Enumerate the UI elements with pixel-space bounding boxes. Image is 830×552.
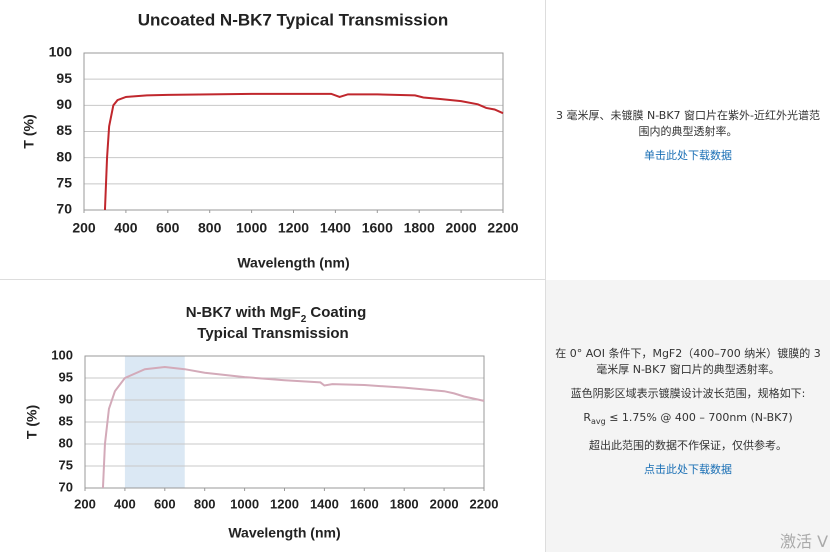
- x-tick-label: 2200: [487, 220, 518, 236]
- y-tick-label: 75: [59, 457, 73, 472]
- download-link[interactable]: 单击此处下载数据: [644, 149, 732, 162]
- y-tick-label: 70: [56, 201, 72, 217]
- y-axis-label: T (%): [21, 114, 37, 148]
- y-tick-label: 90: [59, 391, 73, 406]
- description: 3 毫米厚、未镀膜 N-BK7 窗口片在紫外-近红外光谱范围内的典型透射率。 单…: [546, 108, 830, 164]
- description-text: 3 毫米厚、未镀膜 N-BK7 窗口片在紫外-近红外光谱范围内的典型透射率。: [555, 109, 821, 138]
- y-tick-label: 85: [59, 413, 73, 428]
- y-tick-label: 95: [59, 369, 73, 384]
- x-tick-label: 1400: [310, 496, 339, 511]
- x-tick-label: 800: [198, 220, 222, 236]
- x-axis-label: Wavelength (nm): [237, 255, 349, 271]
- y-tick-label: 100: [51, 347, 73, 362]
- title-text: N-BK7 with MgF: [186, 304, 301, 321]
- x-tick-label: 1200: [278, 220, 309, 236]
- y-tick-label: 80: [59, 435, 73, 450]
- x-axis-label: Wavelength (nm): [228, 525, 340, 541]
- charts: Uncoated N-BK7 Typical Transmission N-BK…: [0, 0, 546, 552]
- title-text: Coating: [306, 304, 366, 321]
- chart-title: Typical Transmission: [197, 325, 348, 342]
- x-tick-label: 1200: [270, 496, 299, 511]
- x-tick-label: 2000: [446, 220, 477, 236]
- y-tick-label: 85: [56, 122, 72, 138]
- y-tick-label: 75: [56, 175, 72, 191]
- x-tick-label: 1600: [350, 496, 379, 511]
- x-tick-label: 2000: [430, 496, 459, 511]
- x-tick-label: 2200: [470, 496, 499, 511]
- y-tick-label: 80: [56, 148, 72, 164]
- description-text: 在 0° AOI 条件下，MgF2（400–700 纳米）镀膜的 3 毫米厚 N…: [555, 347, 821, 376]
- spec: Ravg ≤ 1.75% @ 400 – 700nm (N-BK7): [552, 410, 824, 430]
- disclaimer: 超出此范围的数据不作保证，仅供参考。: [589, 439, 787, 453]
- watermark: 激活 V: [780, 532, 829, 551]
- spec-symbol: R: [583, 411, 591, 424]
- data-line: [103, 92, 504, 211]
- x-tick-label: 200: [72, 220, 96, 236]
- x-tick-label: 600: [154, 496, 176, 511]
- chart-title: Uncoated N-BK7 Typical Transmission: [138, 10, 448, 29]
- plot-border: [84, 355, 485, 489]
- x-tick-label: 1800: [404, 220, 435, 236]
- x-tick-label: 1400: [320, 220, 351, 236]
- download-link[interactable]: 点击此处下载数据: [644, 463, 732, 477]
- x-tick-label: 200: [74, 496, 96, 511]
- description: 在 0° AOI 条件下，MgF2（400–700 纳米）镀膜的 3 毫米厚 N…: [546, 346, 830, 478]
- x-tick-label: 1000: [236, 220, 267, 236]
- description-panel: [546, 280, 830, 552]
- y-tick-label: 90: [56, 96, 72, 112]
- plot-border: [83, 52, 504, 211]
- x-tick-label: 400: [114, 220, 138, 236]
- x-tick-label: 400: [114, 496, 136, 511]
- y-tick-label: 100: [49, 44, 73, 60]
- spec-subscript: avg: [590, 417, 606, 427]
- y-tick-label: 95: [56, 70, 72, 86]
- x-tick-label: 600: [156, 220, 180, 236]
- y-tick-label: 70: [59, 479, 73, 494]
- title-subscript: 2: [301, 314, 307, 325]
- data-line: [101, 365, 485, 489]
- chart-title: N-BK7 with MgF2 Coating: [186, 304, 367, 325]
- description-note: 蓝色阴影区域表示镀膜设计波长范围，规格如下:: [570, 387, 806, 400]
- x-tick-label: 1600: [362, 220, 393, 236]
- x-tick-label: 1000: [230, 496, 259, 511]
- spec-text: ≤ 1.75% @ 400 – 700nm (N-BK7): [605, 411, 793, 424]
- y-axis-label: T (%): [24, 405, 40, 439]
- x-tick-label: 800: [194, 496, 216, 511]
- x-tick-label: 1800: [390, 496, 419, 511]
